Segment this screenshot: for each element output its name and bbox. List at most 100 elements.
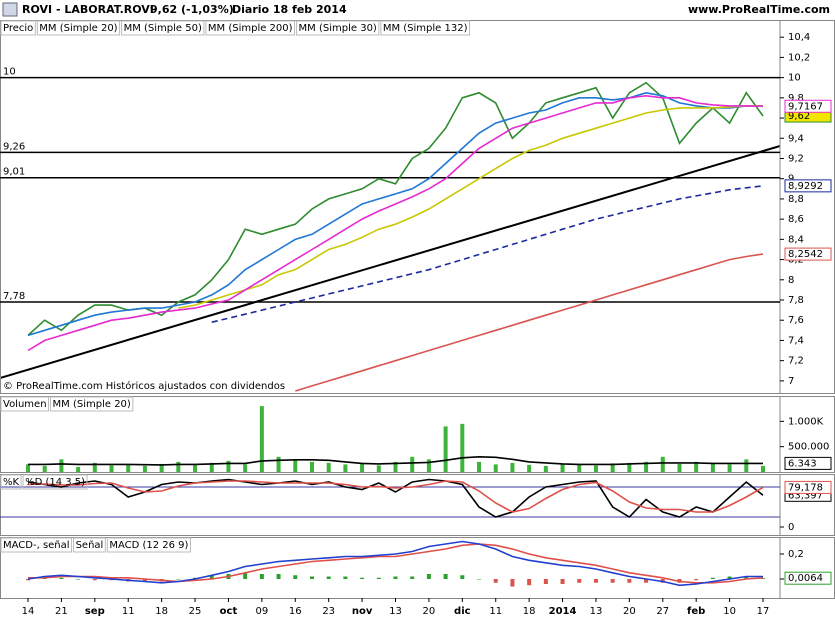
x-tick-label: 20	[423, 606, 436, 617]
bar	[92, 462, 97, 472]
y-tick-label: 9,2	[788, 153, 804, 164]
bar	[610, 579, 615, 583]
x-tick-label: 21	[55, 606, 68, 617]
y-tick-label: 8,4	[788, 234, 804, 245]
bar	[159, 463, 164, 472]
bar	[694, 579, 699, 581]
period: Diario 18 feb 2014	[232, 3, 347, 16]
y-tick-label: 7,4	[788, 335, 804, 346]
bar	[360, 577, 365, 579]
bar	[710, 577, 715, 579]
x-tick-label: dic	[454, 606, 471, 617]
bar	[176, 461, 181, 472]
bar	[426, 574, 431, 579]
bar	[360, 463, 365, 472]
site: www.ProRealTime.com	[688, 3, 830, 16]
bar	[343, 576, 348, 579]
bar	[376, 465, 381, 472]
bar	[276, 456, 281, 472]
series-line	[211, 185, 764, 323]
bar	[677, 463, 682, 472]
quote: 9,62 (-1,03%)	[150, 3, 234, 16]
x-tick-label: 14	[22, 606, 35, 617]
bar	[593, 465, 598, 472]
legend-box	[0, 537, 73, 553]
series-line	[28, 543, 764, 584]
legend-box	[0, 474, 22, 490]
legend-box	[106, 537, 191, 553]
symbol: ROVI - LABORAT.ROVI	[22, 3, 154, 16]
bar	[343, 464, 348, 472]
bar	[109, 465, 114, 472]
bar	[59, 577, 64, 579]
bar	[510, 579, 515, 587]
bar	[477, 579, 482, 580]
x-tick-label: 11	[489, 606, 502, 617]
series-line	[27, 81, 764, 336]
bar	[493, 464, 498, 472]
bar	[209, 575, 214, 579]
x-tick-label: 2014	[549, 606, 577, 617]
bar	[443, 426, 448, 472]
bar	[393, 461, 398, 472]
x-tick-label: 09	[255, 606, 268, 617]
note: © ProRealTime.com Históricos ajustados c…	[3, 380, 285, 392]
bar	[243, 572, 248, 579]
bar	[426, 459, 431, 472]
legend-box	[121, 20, 205, 36]
legend-entry: MM (Simple 20)	[53, 399, 131, 410]
bar	[627, 579, 632, 583]
level-label: 7,78	[3, 291, 25, 302]
legend-entry: %D (14 3 5)	[25, 477, 85, 488]
bar	[193, 464, 198, 472]
bar	[694, 461, 699, 472]
y-tick-label: 9,8	[788, 93, 804, 104]
bar	[142, 579, 147, 582]
bar	[326, 576, 331, 579]
bar	[727, 576, 732, 579]
bar	[59, 459, 64, 472]
x-tick-label: oct	[220, 606, 238, 617]
last-value-box	[784, 247, 832, 261]
legend-box	[205, 20, 296, 36]
legend-entry: MM (Simple 200)	[208, 23, 293, 34]
bar	[744, 576, 749, 579]
menu-icon[interactable]	[2, 2, 18, 17]
legend-box	[36, 20, 121, 36]
y-tick-label: 7	[788, 376, 794, 387]
x-tick-label: nov	[352, 606, 373, 617]
bar	[326, 462, 331, 472]
bar	[660, 456, 665, 472]
bar	[443, 574, 448, 579]
y-tick-label: 7,6	[788, 315, 804, 326]
bar	[259, 574, 264, 579]
bar	[26, 579, 30, 581]
last-value-label: 9,62	[788, 111, 810, 122]
y-tick-label: 500.000	[788, 442, 829, 453]
series-line	[27, 540, 763, 587]
bar	[243, 464, 248, 472]
y-tick-label: 7,2	[788, 356, 804, 367]
y-tick-label: 10,4	[788, 32, 810, 43]
legend-entry: MM (Simple 30)	[299, 23, 377, 34]
bar	[527, 579, 532, 586]
legend-box	[0, 396, 50, 412]
bar	[226, 460, 231, 472]
bar	[410, 576, 415, 579]
bar	[560, 579, 565, 584]
last-value-box	[784, 571, 832, 585]
x-tick-label: 20	[623, 606, 636, 617]
bar	[209, 462, 214, 472]
bar	[176, 579, 181, 580]
x-tick-label: 16	[289, 606, 302, 617]
bar	[543, 465, 548, 472]
legend-entry: MM (Simple 132)	[383, 23, 468, 34]
bar	[644, 579, 649, 583]
bar	[259, 406, 264, 472]
bar	[710, 462, 715, 472]
legend-entry: Precio	[3, 23, 33, 34]
x-tick-label: 27	[656, 606, 669, 617]
series-line	[27, 480, 764, 513]
last-value-label: 9,7167	[788, 101, 823, 112]
y-tick-label: 0,2	[788, 549, 804, 560]
